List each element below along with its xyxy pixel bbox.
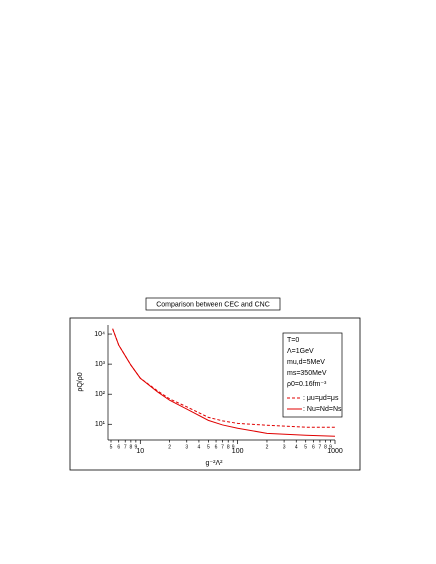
x-tick-label: 1000 — [327, 448, 343, 455]
frame — [69, 317, 361, 471]
x-tick-label: 100 — [232, 448, 244, 455]
x-axis-label: g⁻²Λ² — [206, 460, 224, 467]
x-tick-label: 9 — [329, 444, 332, 450]
x-tick-label: 2 — [266, 444, 269, 450]
x-tick-label: 3 — [185, 444, 188, 450]
x-tick-label: 7 — [124, 444, 127, 450]
annotation: Λ=1GeV — [287, 348, 314, 355]
x-tick-label: 2 — [168, 444, 171, 450]
annotation: ms=350MeV — [287, 370, 327, 377]
x-tick-label: 10 — [136, 448, 144, 455]
x-tick-label: 9 — [134, 444, 137, 450]
x-tick-label: 4 — [198, 444, 201, 450]
legend-label: : μu=μd=μs — [303, 395, 339, 402]
legend-label: : Nu=Nd=Ns — [303, 406, 342, 413]
x-tick-label: 9 — [232, 444, 235, 450]
x-tick-label: 5 — [207, 444, 210, 450]
series-line — [112, 328, 336, 437]
x-tick-label: 8 — [129, 444, 132, 450]
x-tick-label: 6 — [215, 444, 218, 450]
x-tick-label: 7 — [221, 444, 224, 450]
chart-title: Comparison between CEC and CNC — [156, 301, 270, 308]
y-axis-label: ρQ/ρ0 — [77, 372, 84, 391]
y-tick-label: 10³ — [95, 361, 106, 368]
x-tick-label: 4 — [295, 444, 298, 450]
x-tick-label: 8 — [227, 444, 230, 450]
x-tick-label: 7 — [319, 444, 322, 450]
y-tick-label: 10² — [95, 391, 106, 398]
x-tick-label: 3 — [283, 444, 286, 450]
annotation: mu,d=5MeV — [287, 359, 325, 366]
x-tick-label: 8 — [324, 444, 327, 450]
x-tick-label: 6 — [117, 444, 120, 450]
x-tick-label: 6 — [312, 444, 315, 450]
x-tick-label: 5 — [304, 444, 307, 450]
title-box — [145, 297, 281, 311]
y-tick-label: 10¹ — [95, 421, 106, 428]
legend-box — [282, 332, 343, 418]
annotation: T=0 — [287, 337, 299, 344]
annotation: ρ0=0.16fm⁻³ — [287, 381, 327, 388]
y-tick-label: 10⁴ — [94, 331, 105, 338]
x-tick-label: 5 — [110, 444, 113, 450]
